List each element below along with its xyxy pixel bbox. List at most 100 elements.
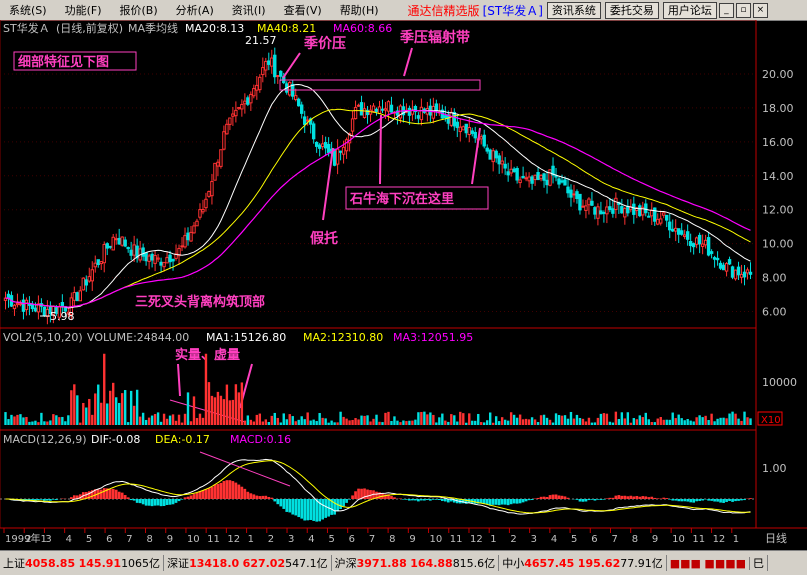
period-tab[interactable]: 日线: [765, 531, 787, 545]
macd-bar: [258, 496, 261, 499]
volume-bar: [588, 418, 590, 425]
macd-bar: [510, 499, 513, 504]
volume-bar: [324, 418, 326, 425]
candle-body: [516, 168, 518, 180]
candle-body: [725, 264, 727, 272]
sz-index[interactable]: 深证13418.0 627.02547.1亿: [164, 555, 332, 571]
ma20-value: MA20:8.13: [185, 22, 244, 35]
candle-body: [648, 216, 650, 217]
macd-bar: [677, 499, 680, 501]
macd-bar: [638, 497, 641, 499]
menu-quote[interactable]: 报价(B): [111, 2, 167, 18]
macd-bar: [127, 497, 130, 499]
macd-bar: [103, 488, 106, 499]
candle-body: [202, 210, 204, 212]
volume-bar: [214, 397, 216, 425]
hs-index[interactable]: 沪深3971.88 164.88815.6亿: [332, 555, 500, 571]
candle-body: [298, 99, 300, 105]
volume-bar: [94, 393, 96, 425]
volume-bar: [734, 414, 736, 425]
volume-bar: [725, 418, 727, 425]
restore-icon[interactable]: ▫: [736, 3, 751, 18]
macd-bar: [49, 499, 52, 501]
trade-button[interactable]: 委托交易: [605, 2, 659, 19]
macd-bar: [674, 499, 677, 501]
macd-bar: [671, 499, 674, 501]
volume-bar: [591, 423, 593, 425]
menu-info[interactable]: 资讯(I): [223, 2, 275, 18]
menu-help[interactable]: 帮助(H): [331, 2, 388, 18]
candle-body: [169, 255, 171, 262]
candle-body: [289, 83, 291, 95]
candle-body: [603, 212, 605, 213]
price-tick-label: 12.00: [762, 204, 794, 217]
month-tick-label: 9: [652, 534, 658, 545]
macd-bar: [70, 497, 73, 499]
volume-bar: [103, 354, 105, 425]
macd-bar: [154, 499, 157, 506]
menu-view[interactable]: 查看(V): [275, 2, 331, 18]
candle-body: [606, 207, 608, 214]
sh-index[interactable]: 上证4058.85 145.911065亿: [0, 555, 164, 571]
volume-bar: [624, 418, 626, 425]
volume-bar: [384, 413, 386, 425]
candle-body: [211, 182, 213, 196]
candle-body: [121, 237, 123, 245]
candle-body: [85, 280, 87, 285]
candle-body: [306, 120, 308, 121]
macd-bar: [522, 499, 525, 502]
macd-bar: [169, 499, 172, 505]
volume-bar: [163, 414, 165, 425]
candle-body: [31, 304, 33, 308]
macd-bar: [43, 499, 46, 501]
minimize-icon[interactable]: _: [719, 3, 734, 18]
candle-body: [531, 177, 533, 183]
top-structure-note: 三死叉头背离构筑顶部: [135, 294, 265, 310]
volume-bar: [321, 418, 323, 425]
candle-body: [657, 219, 659, 224]
candle-body: [692, 244, 694, 247]
volume-bar: [552, 423, 554, 425]
volume-bar: [531, 417, 533, 425]
candle-body: [624, 209, 626, 217]
volume-bar: [366, 415, 368, 425]
macd-bar: [342, 499, 345, 506]
forum-button[interactable]: 用户论坛: [663, 2, 717, 19]
month-tick-label: 6: [349, 534, 355, 545]
volume-bar: [501, 417, 503, 425]
zx-index[interactable]: 中小4657.45 195.6277.91亿: [499, 555, 667, 571]
macd-bar: [516, 499, 519, 504]
menu-analysis[interactable]: 分析(A): [167, 2, 223, 18]
volume-bar: [630, 423, 632, 425]
volume-bar: [37, 422, 39, 425]
volume-bar: [507, 421, 509, 425]
info-system-button[interactable]: 资讯系统: [547, 2, 601, 19]
close-icon[interactable]: ×: [753, 3, 768, 18]
volume-bar: [713, 421, 715, 425]
menu-function[interactable]: 功能(F): [56, 2, 111, 18]
macd-bar: [552, 495, 555, 499]
macd-bar: [261, 496, 264, 499]
candle-body: [740, 274, 742, 277]
volume-bar: [513, 415, 515, 425]
volume-bar: [633, 418, 635, 425]
macd-bar: [438, 499, 441, 500]
volume-bar: [16, 415, 18, 425]
menu-system[interactable]: 系统(S): [0, 2, 56, 18]
volume-bar: [609, 422, 611, 425]
candle-body: [456, 122, 458, 127]
volume-bar: [441, 414, 443, 425]
candle-body: [303, 117, 305, 124]
macd-bar: [498, 499, 501, 505]
candle-body: [660, 219, 662, 223]
candle-body: [669, 222, 671, 230]
volume-bar: [226, 385, 228, 425]
macd-bar: [606, 498, 609, 499]
volume-bar: [447, 422, 449, 425]
candle-body: [480, 137, 482, 139]
volume-bar: [52, 414, 54, 425]
period-label: (日线,前复权): [56, 21, 123, 35]
macd-bar: [214, 485, 217, 499]
sink-note: 石牛海下沉在这里: [349, 191, 454, 207]
